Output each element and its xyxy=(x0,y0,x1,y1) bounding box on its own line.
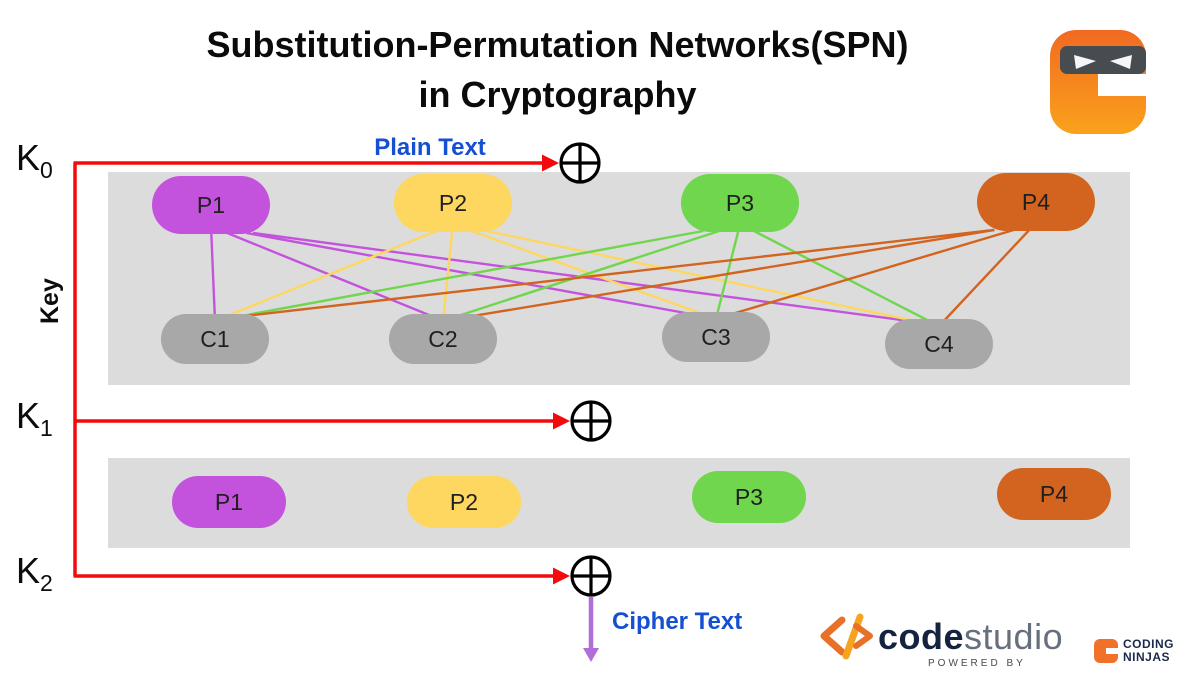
coding-ninjas-line2: NINJAS xyxy=(1123,650,1171,664)
perm-line-P3-C4 xyxy=(753,229,930,323)
pbox-node-p3-round2: P3 xyxy=(692,471,806,523)
cbox-node-c1-round1: C1 xyxy=(161,314,269,364)
perm-line-P3-C3 xyxy=(716,230,740,315)
pbox-node-p3-round1: P3 xyxy=(681,174,799,232)
subkey-label-k0: K0 xyxy=(16,137,53,184)
perm-line-P2-C1 xyxy=(226,229,437,318)
coding-ninjas-line1: CODING xyxy=(1123,637,1174,651)
pbox-node-p2-round2: P2 xyxy=(407,476,521,528)
pbox-node-p2-round1: P2 xyxy=(394,174,512,232)
key-axis-label: Key xyxy=(36,278,64,324)
key-arrowhead-1 xyxy=(553,412,570,430)
title-line1: Substitution-Permutation Networks(SPN) xyxy=(206,24,909,65)
powered-by-label: POWERED BY xyxy=(928,658,1026,669)
pbox-node-p4-round2: P4 xyxy=(997,468,1111,520)
perm-line-P4-C4 xyxy=(942,229,1031,322)
title-line2: in Cryptography xyxy=(418,74,697,115)
coding-ninjas-logo-icon xyxy=(1050,30,1146,134)
codestudio-studio-text: studio xyxy=(964,616,1064,657)
subkey-label-k1: K1 xyxy=(16,395,53,442)
cipher-arrowhead xyxy=(583,648,599,662)
pbox-node-p1-round1: P1 xyxy=(152,176,270,234)
perm-line-P4-C2 xyxy=(472,228,995,318)
key-arrowhead-2 xyxy=(553,567,570,585)
codestudio-branding: codestudio POWERED BY CODING NINJAS xyxy=(818,610,1188,680)
subkey-label-k2: K2 xyxy=(16,550,53,597)
cbox-node-c4-round1: C4 xyxy=(885,319,993,369)
coding-ninjas-mini-logo-icon xyxy=(1094,639,1118,663)
perm-line-P1-C1 xyxy=(210,232,216,317)
cipher-text-label: Cipher Text xyxy=(612,608,743,635)
codestudio-logo-icon xyxy=(820,613,873,660)
perm-line-P4-C3 xyxy=(731,228,1014,316)
codestudio-code-text: code xyxy=(878,616,965,657)
perm-line-P2-C4 xyxy=(486,229,915,323)
perm-line-P2-C2 xyxy=(442,230,454,317)
cbox-node-c2-round1: C2 xyxy=(389,314,497,364)
codestudio-wordmark: codestudio xyxy=(878,616,1063,658)
page-title: Substitution-Permutation Networks(SPN) i… xyxy=(0,20,1115,120)
pbox-node-p4-round1: P4 xyxy=(977,173,1095,231)
coding-ninjas-text: CODING NINJAS xyxy=(1123,638,1174,664)
perm-line-P3-C1 xyxy=(241,229,704,318)
plain-text-label: Plain Text xyxy=(374,134,486,161)
perm-line-P2-C3 xyxy=(471,229,704,316)
perm-line-P3-C2 xyxy=(457,229,720,318)
coding-ninjas-wordmark: CODING NINJAS xyxy=(1094,638,1174,664)
perm-line-P4-C1 xyxy=(244,228,995,318)
key-arrowhead-0 xyxy=(542,154,559,172)
pbox-node-p1-round2: P1 xyxy=(172,476,286,528)
cbox-node-c3-round1: C3 xyxy=(662,312,770,362)
